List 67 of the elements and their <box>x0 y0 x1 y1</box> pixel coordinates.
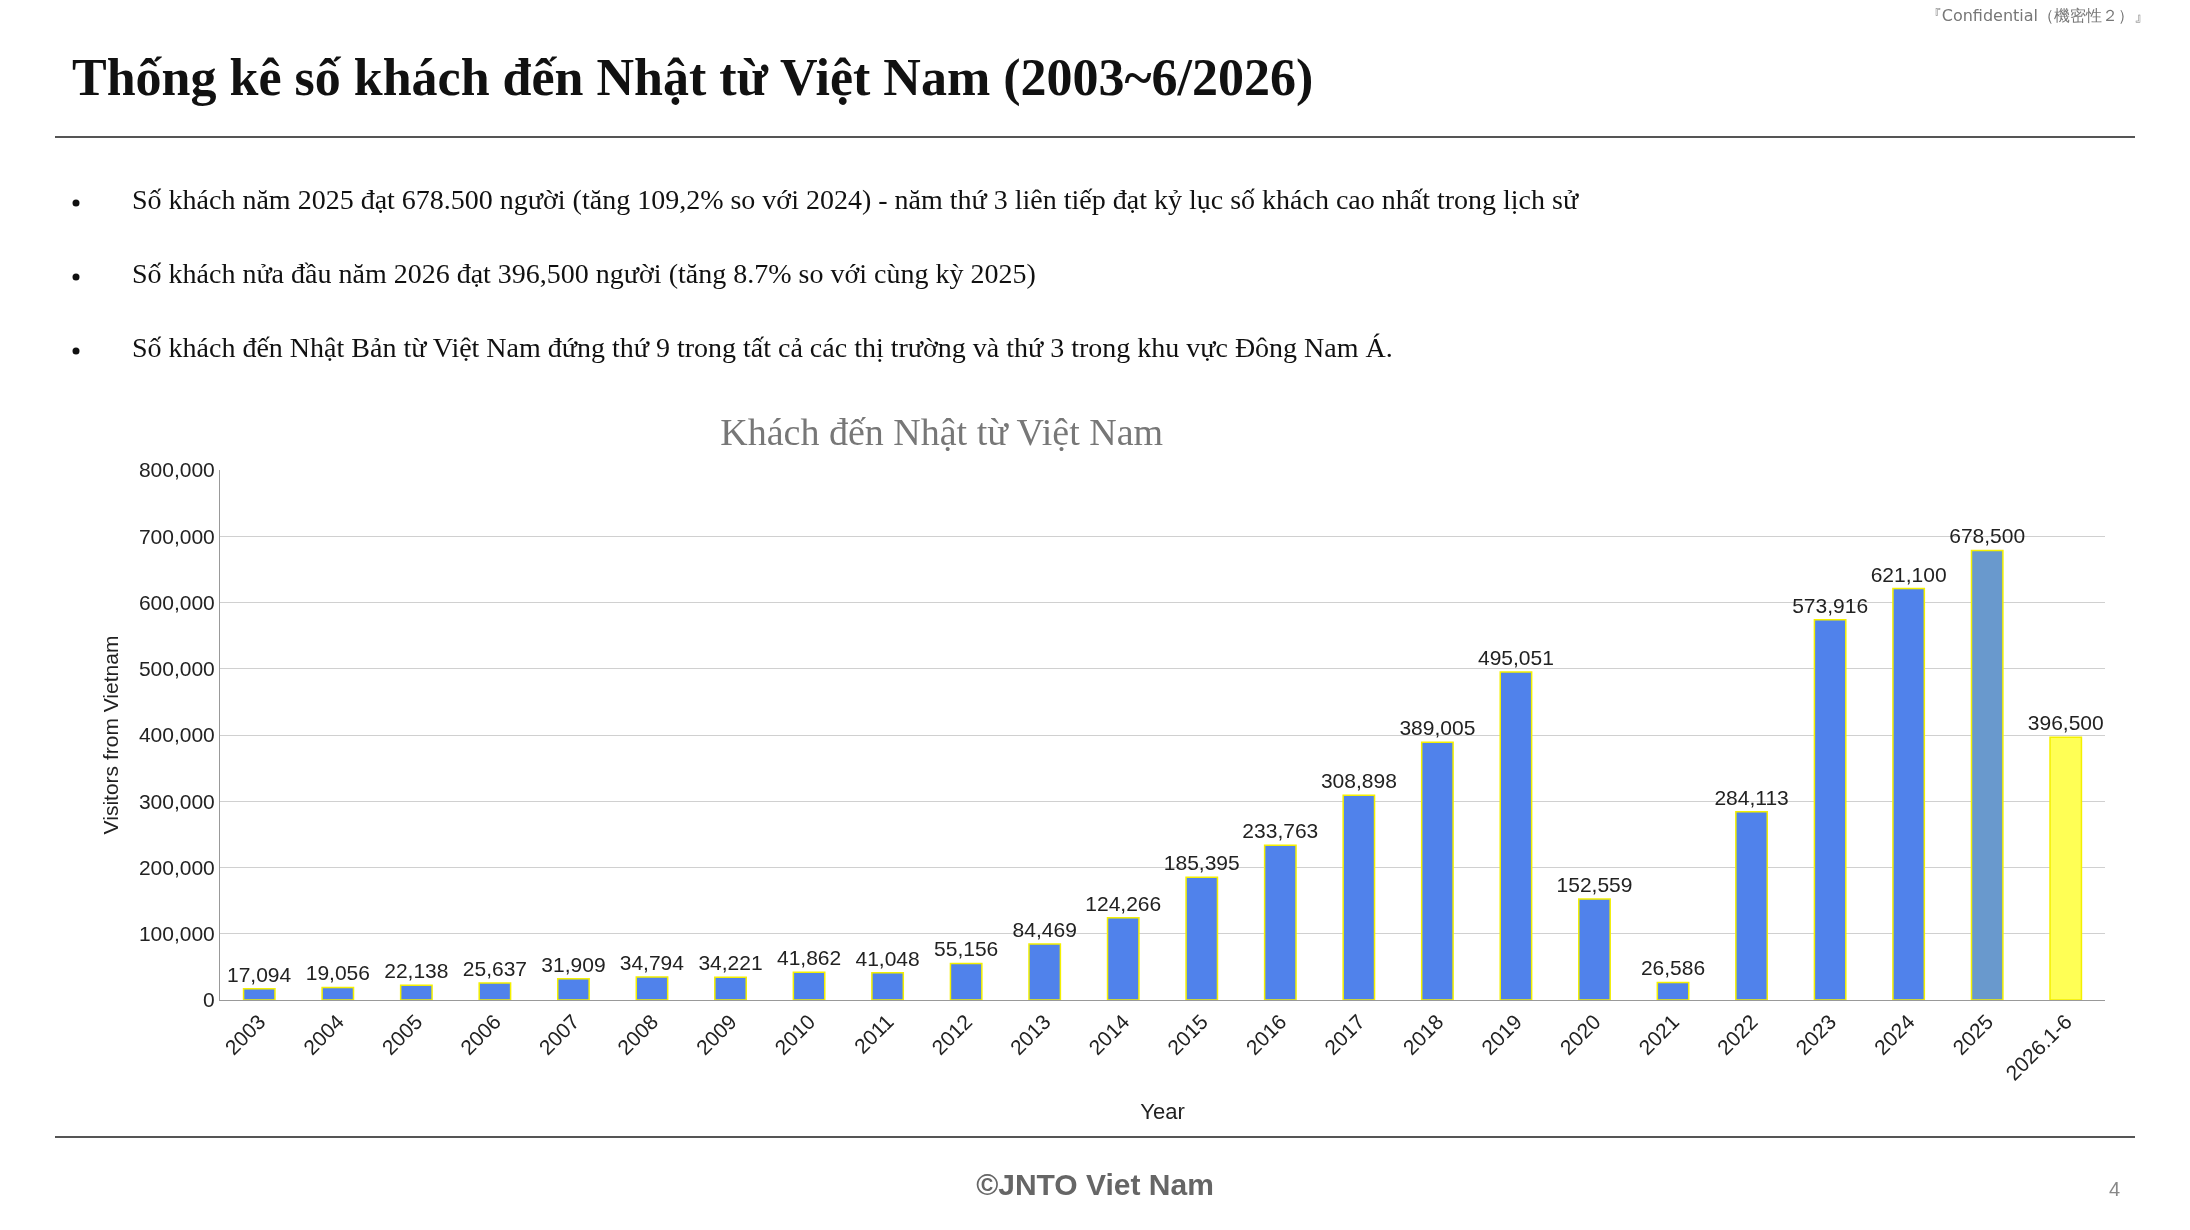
x-axis-title: Year <box>1140 1099 1185 1125</box>
chart-title: Thống kê số khách đến Nhật từ Việt Nam (2003~6/2026) <box>72 48 1314 107</box>
data-label: 41,862 <box>776 946 842 970</box>
data-label: 389,005 <box>1399 716 1476 740</box>
y-tick-label: 800,000 <box>138 458 215 482</box>
y-tick-label: 300,000 <box>138 789 215 813</box>
data-label: 41,048 <box>855 946 920 970</box>
data-label: 233,763 <box>1242 819 1319 843</box>
text: Số khách năm 2025 đạt 678.500 người (tăng 109,2% so với 2024) - năm thứ 3 liên tiếp đạt kỷ lục số khách cao nhất trong lịch sử <box>131 183 1580 217</box>
data-label: 152,559 <box>1556 872 1633 896</box>
bar <box>714 976 747 1000</box>
data-label: 124,266 <box>1085 891 1162 915</box>
data-label: 495,051 <box>1477 646 1554 670</box>
bar <box>792 971 826 1000</box>
data-label: 621,100 <box>1870 562 1947 586</box>
y-axis-title: Visitors from Vietnam <box>99 635 123 835</box>
bar <box>1028 943 1062 1000</box>
y-tick-label: 200,000 <box>138 855 215 879</box>
bar <box>1499 671 1533 1000</box>
data-label: 55,156 <box>934 937 999 961</box>
bar <box>1656 981 1690 1000</box>
data-label: 17,094 <box>226 962 292 986</box>
data-label: 678,500 <box>1949 524 2026 548</box>
data-label: 284,113 <box>1714 785 1789 809</box>
y-tick-label: 500,000 <box>138 657 215 681</box>
data-label: 185,395 <box>1163 851 1240 875</box>
y-tick-label: 100,000 <box>138 922 215 946</box>
bar <box>949 962 983 1000</box>
bar <box>635 976 669 1000</box>
bar <box>1420 741 1454 1000</box>
data-label: 25,637 <box>462 957 528 981</box>
text: ©JNTO Viet Nam <box>976 1168 1214 1201</box>
bar <box>242 987 276 1000</box>
bar <box>556 978 590 1000</box>
y-tick-label: 600,000 <box>138 590 215 614</box>
data-label: 31,909 <box>541 952 606 976</box>
text: 『Confidential（機密性２）』 <box>1925 6 2150 27</box>
bar <box>1185 876 1219 1000</box>
bar <box>321 986 355 1000</box>
data-label: 573,916 <box>1792 593 1869 617</box>
bar <box>1892 587 1926 1000</box>
data-label: 22,138 <box>384 959 449 983</box>
bar <box>1342 794 1376 1000</box>
bar <box>2049 736 2083 1000</box>
chart-subtitle: Khách đến Nhật từ Việt Nam <box>720 411 1164 454</box>
text: 4 <box>2108 1178 2120 1201</box>
text: Số khách đến Nhật Bản từ Việt Nam đứng thứ 9 trong tất cả các thị trường và thứ 3 trong khu vực Đông Nam Á. <box>131 331 1394 365</box>
bar <box>1106 916 1140 1000</box>
data-label: 34,794 <box>619 950 685 974</box>
bar <box>1578 898 1611 1000</box>
bar <box>1735 811 1769 1000</box>
data-label: 34,221 <box>698 951 763 975</box>
y-tick-label: 700,000 <box>138 524 215 548</box>
data-label: 84,469 <box>1012 918 1077 942</box>
y-tick-label: 0 <box>203 988 215 1012</box>
data-label: 26,586 <box>1640 956 1706 980</box>
data-label: 19,056 <box>305 961 370 985</box>
data-label: 308,898 <box>1320 769 1397 793</box>
bar <box>478 982 512 1000</box>
text: Số khách nửa đầu năm 2026 đạt 396,500 người (tăng 8.7% so với cùng kỳ 2025) <box>131 257 1037 291</box>
bar <box>871 972 905 1000</box>
bar <box>399 984 433 1000</box>
bar <box>1970 549 2004 1000</box>
y-tick-label: 400,000 <box>138 723 215 747</box>
bar <box>1263 844 1297 1000</box>
bar <box>1813 619 1847 1000</box>
data-label: 396,500 <box>2027 711 2104 735</box>
